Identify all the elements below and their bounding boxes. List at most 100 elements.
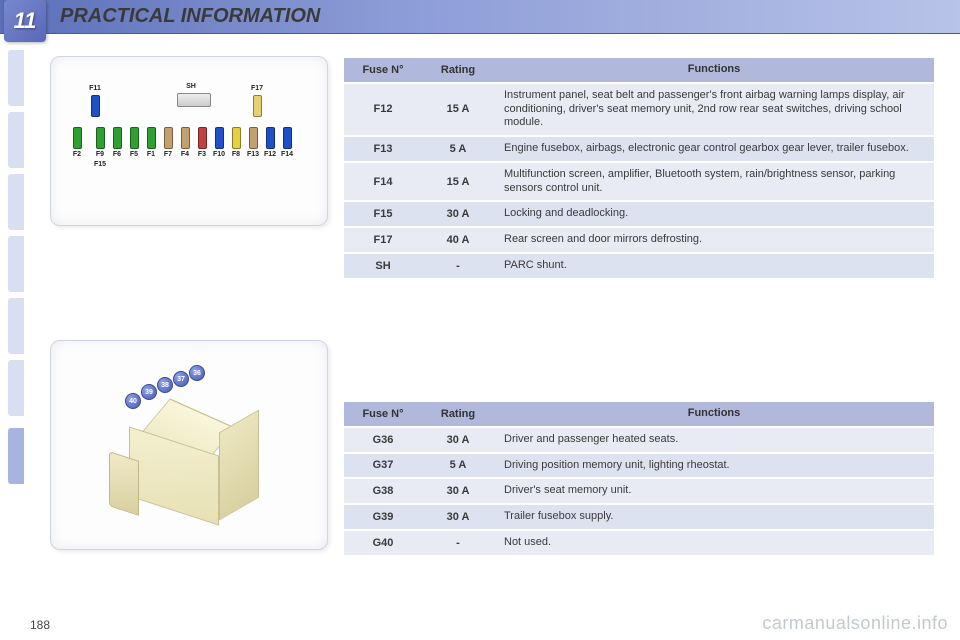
cell-rating: 5 A <box>422 137 494 161</box>
connector-pin: 39 <box>141 384 157 400</box>
table-row: G3630 ADriver and passenger heated seats… <box>344 428 934 452</box>
fuse-block <box>73 127 82 149</box>
cell-function: Instrument panel, seat belt and passenge… <box>494 84 934 135</box>
side-tab-active <box>8 428 24 484</box>
cell-function: Trailer fusebox supply. <box>494 505 934 529</box>
th-fuse: Fuse N° <box>344 402 422 426</box>
th-rating: Rating <box>422 58 494 82</box>
cell-rating: 30 A <box>422 505 494 529</box>
side-tab <box>8 298 24 354</box>
table-header-row: Fuse N° Rating Functions <box>344 402 934 426</box>
cell-fuse: G40 <box>344 531 422 555</box>
table-row: F1530 ALocking and deadlocking. <box>344 202 934 226</box>
fuse-label: F10 <box>212 151 226 158</box>
fuse-table-2: Fuse N° Rating Functions G3630 ADriver a… <box>344 400 934 557</box>
connector-body <box>129 411 249 506</box>
fuse-block <box>283 127 292 149</box>
fuse-label: F13 <box>246 151 260 158</box>
fuse-label: F9 <box>93 151 107 158</box>
cell-rating: 5 A <box>422 454 494 478</box>
cell-fuse: G38 <box>344 479 422 503</box>
table-row: F1415 AMultifunction screen, amplifier, … <box>344 163 934 201</box>
cell-function: Multifunction screen, amplifier, Bluetoo… <box>494 163 934 201</box>
fuse-label: F3 <box>195 151 209 158</box>
fuse-label: F14 <box>280 151 294 158</box>
connector-pin: 38 <box>157 377 173 393</box>
fuse-table-1: Fuse N° Rating Functions F1215 AInstrume… <box>344 56 934 280</box>
page-root: 11 PRACTICAL INFORMATION F11SHF17F2F9F6F… <box>0 0 960 640</box>
th-functions: Functions <box>494 402 934 426</box>
th-rating: Rating <box>422 402 494 426</box>
chapter-badge: 11 <box>4 0 46 42</box>
table-row: G40-Not used. <box>344 531 934 555</box>
table-row: G3930 ATrailer fusebox supply. <box>344 505 934 529</box>
fuse-block <box>249 127 258 149</box>
cell-rating: - <box>422 254 494 278</box>
cell-fuse: G39 <box>344 505 422 529</box>
side-tab <box>8 360 24 416</box>
fuse-block <box>198 127 207 149</box>
fuse-label: F1 <box>144 151 158 158</box>
cell-rating: 15 A <box>422 84 494 135</box>
side-tab <box>8 50 24 106</box>
connector-pin: 37 <box>173 371 189 387</box>
cell-rating: 15 A <box>422 163 494 201</box>
cell-function: PARC shunt. <box>494 254 934 278</box>
cell-fuse: F14 <box>344 163 422 201</box>
page-number: 188 <box>30 618 50 632</box>
connector-pin: 40 <box>125 393 141 409</box>
fuse-connector-diagram: 4039383736 <box>50 340 328 550</box>
cell-function: Driver and passenger heated seats. <box>494 428 934 452</box>
fuse-block <box>91 95 100 117</box>
connector-3d: 4039383736 <box>89 371 289 531</box>
cell-function: Driver's seat memory unit. <box>494 479 934 503</box>
cell-rating: 30 A <box>422 202 494 226</box>
fuse-block <box>164 127 173 149</box>
fuse-block <box>96 127 105 149</box>
fuse-block <box>266 127 275 149</box>
table-row: G375 ADriving position memory unit, ligh… <box>344 454 934 478</box>
cell-function: Not used. <box>494 531 934 555</box>
th-functions: Functions <box>494 58 934 82</box>
fuse-label: F8 <box>229 151 243 158</box>
fuse-label: F6 <box>110 151 124 158</box>
side-tab <box>8 236 24 292</box>
table-row: SH-PARC shunt. <box>344 254 934 278</box>
side-tab <box>8 112 24 168</box>
fuse-label: F5 <box>127 151 141 158</box>
fuse-layout-diagram: F11SHF17F2F9F6F5F1F7F4F3F10F8F13F12F14F1… <box>50 56 328 226</box>
connector-pin: 36 <box>189 365 205 381</box>
fuse-label: SH <box>184 83 198 90</box>
fuse-label: F2 <box>70 151 84 158</box>
fuse-label: F7 <box>161 151 175 158</box>
cell-rating: 30 A <box>422 428 494 452</box>
fuse-block <box>232 127 241 149</box>
cell-fuse: F17 <box>344 228 422 252</box>
fuse-label: F12 <box>263 151 277 158</box>
fuse-block <box>113 127 122 149</box>
fuse-block <box>215 127 224 149</box>
cell-fuse: SH <box>344 254 422 278</box>
fuse-block <box>253 95 262 117</box>
fuse-block <box>181 127 190 149</box>
watermark: carmanualsonline.info <box>762 613 948 634</box>
fuse-label: F4 <box>178 151 192 158</box>
cell-fuse: F12 <box>344 84 422 135</box>
cell-rating: - <box>422 531 494 555</box>
cell-fuse: F15 <box>344 202 422 226</box>
fuse-sh-box <box>177 93 211 107</box>
side-tab <box>8 174 24 230</box>
fuse-label: F17 <box>250 85 264 92</box>
table-row: F135 AEngine fusebox, airbags, electroni… <box>344 137 934 161</box>
fuse-label: F11 <box>88 85 102 92</box>
table-row: F1740 ARear screen and door mirrors defr… <box>344 228 934 252</box>
cell-rating: 30 A <box>422 479 494 503</box>
fuse-block <box>147 127 156 149</box>
cell-function: Engine fusebox, airbags, electronic gear… <box>494 137 934 161</box>
header-title: PRACTICAL INFORMATION <box>60 5 320 28</box>
cell-rating: 40 A <box>422 228 494 252</box>
cell-function: Rear screen and door mirrors defrosting. <box>494 228 934 252</box>
cell-function: Locking and deadlocking. <box>494 202 934 226</box>
cell-fuse: F13 <box>344 137 422 161</box>
fuse-block <box>130 127 139 149</box>
